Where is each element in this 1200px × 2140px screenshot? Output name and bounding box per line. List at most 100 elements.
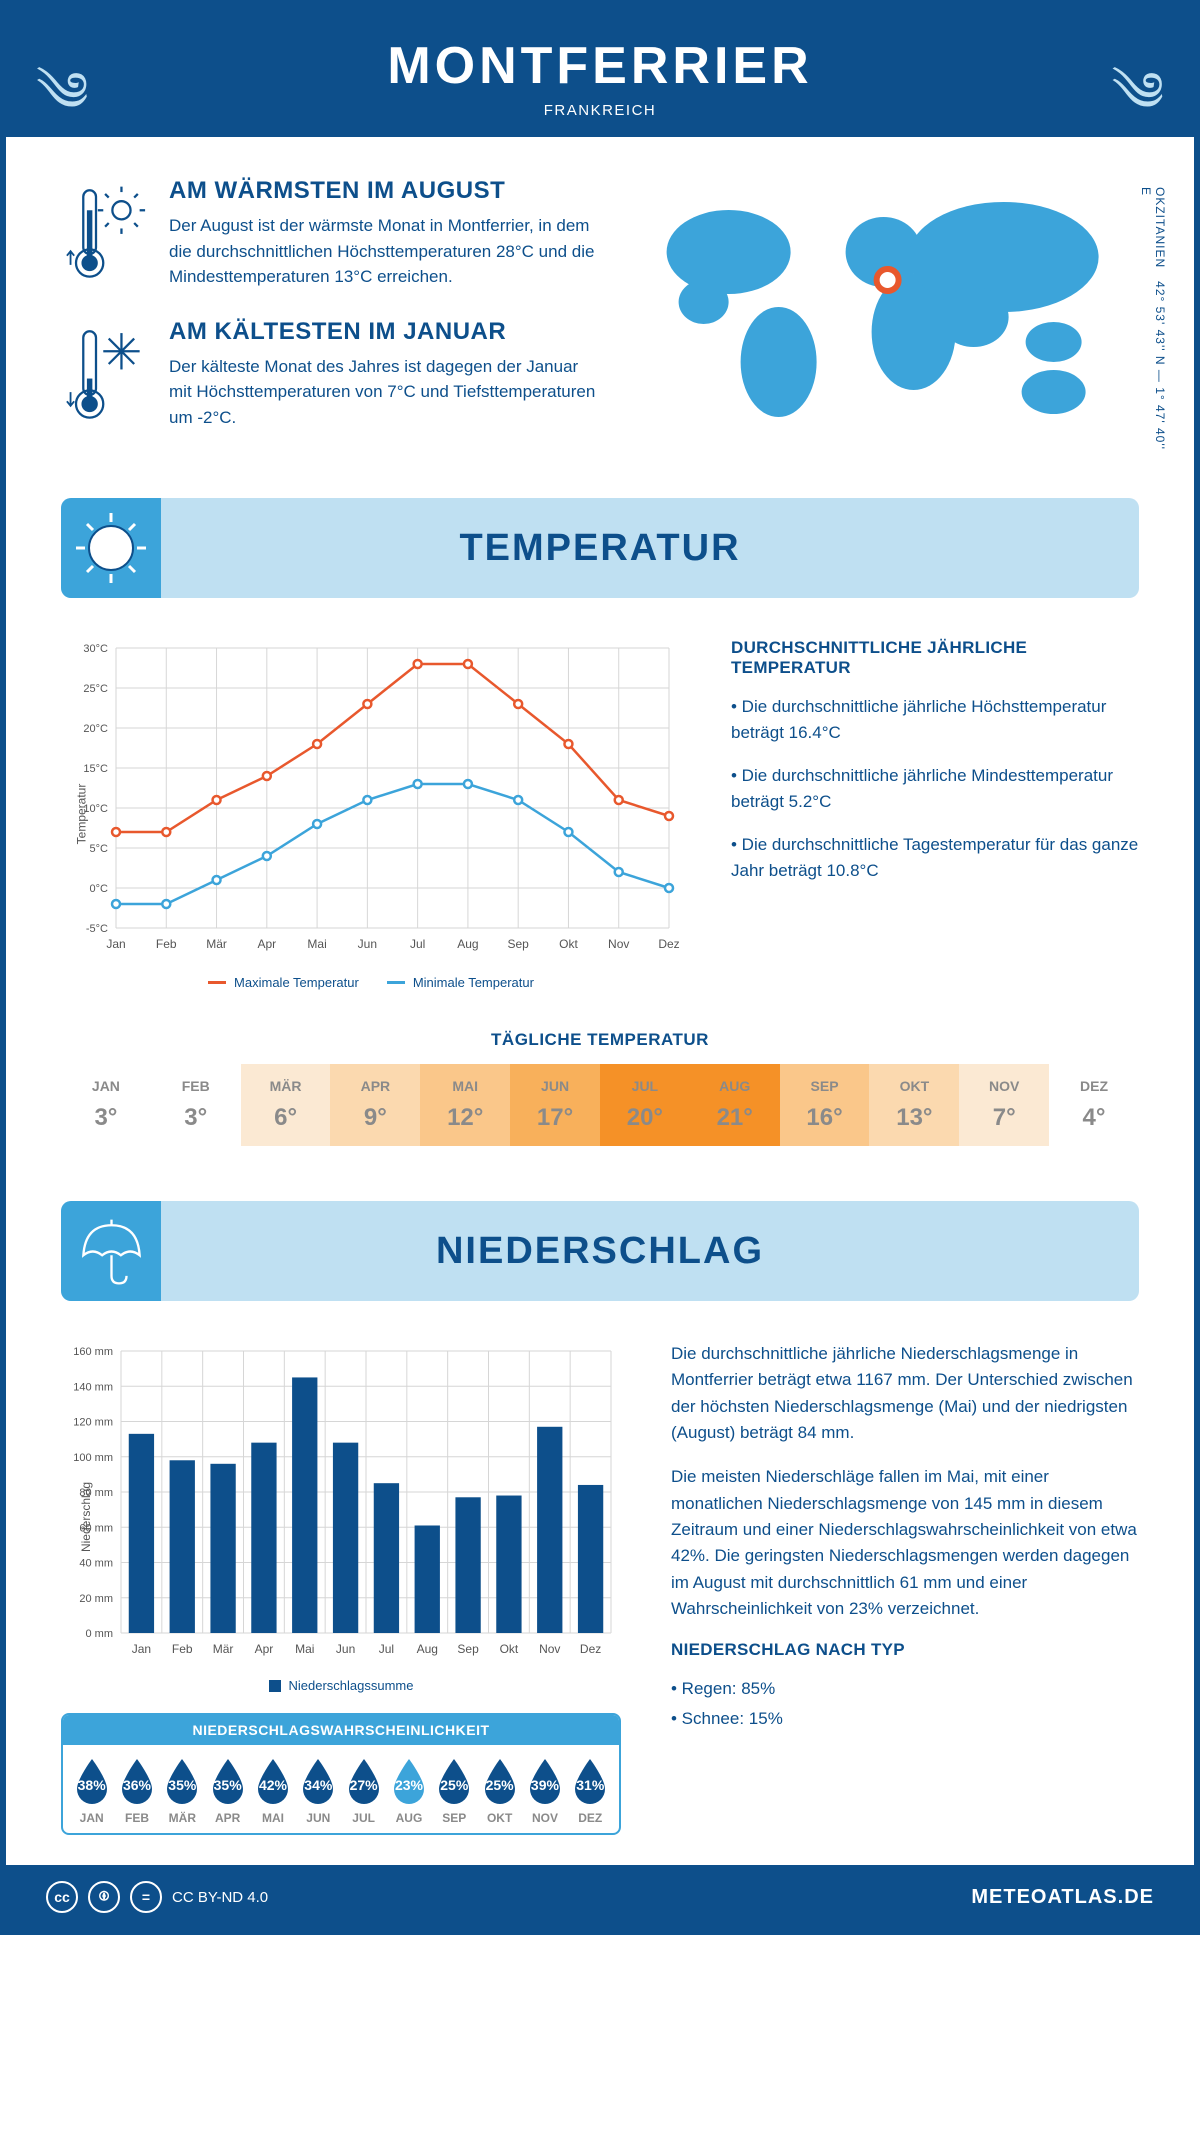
svg-text:Mär: Mär (206, 937, 227, 951)
footer: cc 🅯 = CC BY-ND 4.0 METEOATLAS.DE (6, 1865, 1194, 1929)
prob-cell: 27%JUL (341, 1757, 386, 1825)
svg-text:0 mm: 0 mm (86, 1628, 114, 1640)
daily-cell: JAN3° (61, 1064, 151, 1146)
prob-cell: 38%JAN (69, 1757, 114, 1825)
svg-text:Dez: Dez (580, 1642, 601, 1656)
section-temperature: TEMPERATUR (61, 498, 1139, 598)
daily-cell: FEB3° (151, 1064, 241, 1146)
section-title: TEMPERATUR (459, 527, 740, 570)
coldest-block: AM KÄLTESTEN IM JANUAR Der kälteste Mona… (61, 318, 598, 431)
svg-text:Jul: Jul (410, 937, 425, 951)
svg-text:Jun: Jun (358, 937, 377, 951)
svg-text:Nov: Nov (539, 1642, 560, 1656)
svg-text:Dez: Dez (658, 937, 679, 951)
precipitation-probability-box: NIEDERSCHLAGSWAHRSCHEINLICHKEIT 38%JAN36… (61, 1713, 621, 1835)
warmest-title: AM WÄRMSTEN IM AUGUST (169, 177, 598, 205)
svg-text:Jan: Jan (132, 1642, 151, 1656)
svg-text:Nov: Nov (608, 937, 629, 951)
daily-cell: NOV7° (959, 1064, 1049, 1146)
prob-cell: 25%OKT (477, 1757, 522, 1825)
thermometer-snow-icon (61, 318, 151, 431)
temperature-line-chart: Temperatur -5°C0°C5°C10°C15°C20°C25°C30°… (61, 638, 681, 990)
daily-cell: OKT13° (869, 1064, 959, 1146)
svg-text:15°C: 15°C (83, 763, 108, 775)
daily-cell: DEZ4° (1049, 1064, 1139, 1146)
prob-cell: 31%DEZ (568, 1757, 613, 1825)
svg-text:Mai: Mai (295, 1642, 314, 1656)
daily-cell: AUG21° (690, 1064, 780, 1146)
precip-paragraph: Die durchschnittliche jährliche Niedersc… (671, 1341, 1139, 1446)
svg-text:Apr: Apr (257, 937, 276, 951)
svg-text:100 mm: 100 mm (73, 1452, 113, 1464)
section-title: NIEDERSCHLAG (436, 1230, 764, 1273)
precipitation-bar-chart: Niederschlag 0 mm20 mm40 mm60 mm80 mm100… (61, 1341, 621, 1693)
svg-text:5°C: 5°C (90, 843, 109, 855)
svg-text:Aug: Aug (417, 1642, 438, 1656)
coordinates: OKZITANIEN 42° 53' 43'' N — 1° 47' 40'' … (1139, 187, 1167, 458)
daily-cell: MAI12° (420, 1064, 510, 1146)
daily-cell: JUN17° (510, 1064, 600, 1146)
svg-text:25°C: 25°C (83, 683, 108, 695)
daily-heading: TÄGLICHE TEMPERATUR (61, 1030, 1139, 1050)
svg-text:120 mm: 120 mm (73, 1417, 113, 1429)
coldest-title: AM KÄLTESTEN IM JANUAR (169, 318, 598, 346)
prob-cell: 25%SEP (432, 1757, 477, 1825)
prob-cell: 42%MAI (250, 1757, 295, 1825)
legend-max: Maximale Temperatur (208, 975, 359, 990)
section-precipitation: NIEDERSCHLAG (61, 1201, 1139, 1301)
svg-text:Mai: Mai (307, 937, 326, 951)
daily-cell: APR9° (330, 1064, 420, 1146)
svg-text:Sep: Sep (457, 1642, 479, 1656)
prob-cell: 34%JUN (296, 1757, 341, 1825)
daily-temperature-row: JAN3°FEB3°MÄR6°APR9°MAI12°JUN17°JUL20°AU… (61, 1064, 1139, 1146)
svg-text:0°C: 0°C (90, 883, 109, 895)
svg-text:Feb: Feb (156, 937, 177, 951)
svg-text:Okt: Okt (559, 937, 578, 951)
prob-cell: 23%AUG (386, 1757, 431, 1825)
legend-min: Minimale Temperatur (387, 975, 534, 990)
prob-cell: 35%MÄR (160, 1757, 205, 1825)
by-icon: 🅯 (88, 1881, 120, 1913)
svg-text:20°C: 20°C (83, 723, 108, 735)
svg-text:Jul: Jul (379, 1642, 394, 1656)
temp-bullet: • Die durchschnittliche jährliche Mindes… (731, 763, 1139, 814)
legend-precip: Niederschlagssumme (269, 1678, 414, 1693)
svg-text:-5°C: -5°C (86, 923, 108, 935)
precip-type-snow: • Schnee: 15% (671, 1706, 1139, 1732)
precip-type-rain: • Regen: 85% (671, 1676, 1139, 1702)
thermometer-sun-icon (61, 177, 151, 290)
svg-text:Feb: Feb (172, 1642, 193, 1656)
svg-text:Jan: Jan (106, 937, 125, 951)
warmest-block: AM WÄRMSTEN IM AUGUST Der August ist der… (61, 177, 598, 290)
svg-text:Aug: Aug (457, 937, 478, 951)
prob-cell: 35%APR (205, 1757, 250, 1825)
prob-cell: 36%FEB (114, 1757, 159, 1825)
page-subtitle: FRANKREICH (6, 102, 1194, 119)
daily-cell: JUL20° (600, 1064, 690, 1146)
sun-icon (61, 498, 161, 598)
header: ༄ MONTFERRIER FRANKREICH ༄ (6, 6, 1194, 137)
world-map: OKZITANIEN 42° 53' 43'' N — 1° 47' 40'' … (628, 177, 1139, 458)
svg-text:140 mm: 140 mm (73, 1381, 113, 1393)
page-title: MONTFERRIER (6, 36, 1194, 96)
svg-text:Mär: Mär (213, 1642, 234, 1656)
daily-cell: MÄR6° (241, 1064, 331, 1146)
coldest-text: Der kälteste Monat des Jahres ist dagege… (169, 354, 598, 431)
license-text: CC BY-ND 4.0 (172, 1889, 268, 1906)
prob-heading: NIEDERSCHLAGSWAHRSCHEINLICHKEIT (63, 1715, 619, 1745)
umbrella-icon (61, 1201, 161, 1301)
cc-icon: cc (46, 1881, 78, 1913)
svg-text:30°C: 30°C (83, 643, 108, 655)
nd-icon: = (130, 1881, 162, 1913)
precip-paragraph: Die meisten Niederschläge fallen im Mai,… (671, 1464, 1139, 1622)
svg-text:160 mm: 160 mm (73, 1346, 113, 1358)
svg-text:Okt: Okt (500, 1642, 519, 1656)
temp-bullet: • Die durchschnittliche jährliche Höchst… (731, 694, 1139, 745)
precip-type-heading: NIEDERSCHLAG NACH TYP (671, 1640, 1139, 1660)
daily-cell: SEP16° (780, 1064, 870, 1146)
wind-icon: ༄ (1111, 31, 1164, 186)
svg-text:40 mm: 40 mm (79, 1558, 113, 1570)
svg-text:Apr: Apr (255, 1642, 274, 1656)
temp-side-heading: DURCHSCHNITTLICHE JÄHRLICHE TEMPERATUR (731, 638, 1139, 678)
svg-text:20 mm: 20 mm (79, 1593, 113, 1605)
